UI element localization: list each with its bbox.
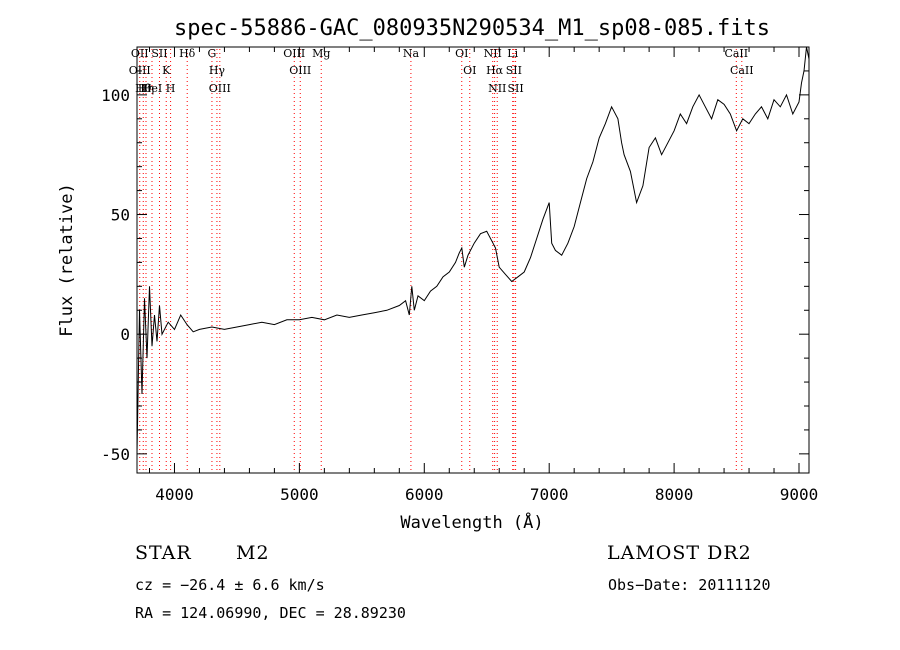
line-marker-label: Hγ: [209, 64, 226, 77]
redshift-velocity: cz = −26.4 ± 6.6 km/s: [135, 576, 325, 594]
y-tick-label: -50: [101, 445, 130, 464]
line-marker-label: K: [162, 64, 171, 77]
line-marker-label: OIII: [289, 64, 311, 77]
line-marker-label: Hδ: [179, 47, 196, 60]
line-marker-label: OII: [131, 47, 149, 60]
object-class: STAR: [135, 542, 192, 564]
x-tick-label: 4000: [155, 485, 194, 504]
chart-title: spec-55886-GAC_080935N290534_M1_sp08-085…: [174, 16, 770, 41]
x-axis-ticks: 4000 5000 6000 7000 8000 9000: [148, 47, 819, 504]
y-axis-ticks: -50 0 50 100: [101, 70, 809, 464]
x-axis-label: Wavelength (Å): [400, 511, 543, 533]
line-marker-label: SII: [506, 64, 522, 77]
line-marker-label: NII: [484, 47, 502, 60]
x-tick-label: 6000: [405, 485, 444, 504]
line-marker-label: CaII: [724, 47, 748, 60]
object-subclass: M2: [236, 542, 270, 564]
line-marker-label: H: [166, 82, 176, 95]
line-marker-label: OIII: [209, 82, 231, 95]
line-marker-label: G: [208, 47, 217, 60]
line-marker-label: Hη: [138, 82, 154, 95]
line-marker-label: OI: [455, 47, 468, 60]
y-axis-label: Flux (relative): [57, 183, 77, 337]
y-tick-label: 0: [120, 325, 130, 344]
x-tick-label: 8000: [655, 485, 694, 504]
line-marker-label: NII: [488, 82, 506, 95]
line-markers: [139, 49, 743, 473]
y-tick-label: 50: [111, 206, 130, 225]
x-tick-label: 5000: [280, 485, 319, 504]
line-marker-label: SII: [151, 47, 167, 60]
line-marker-label: SII: [507, 82, 523, 95]
x-tick-label: 9000: [780, 485, 819, 504]
line-marker-label: HeI: [142, 82, 162, 95]
coordinates: RA = 124.06990, DEC = 28.89230: [135, 604, 406, 622]
line-marker-label: Hα: [486, 64, 504, 77]
line-marker-label: Na: [403, 47, 420, 60]
line-marker-label: OIII: [283, 47, 305, 60]
survey-name: LAMOST DR2: [607, 542, 752, 564]
observation-date: Obs−Date: 20111120: [608, 576, 771, 594]
line-marker-label: Mg: [312, 47, 330, 60]
x-tick-label: 7000: [530, 485, 569, 504]
spectrum-chart: spec-55886-GAC_080935N290534_M1_sp08-085…: [57, 16, 819, 533]
line-marker-label: Hθ: [135, 82, 152, 95]
line-marker-label: OI: [463, 64, 476, 77]
y-tick-label: 100: [101, 86, 130, 105]
line-marker-label: Li: [507, 47, 518, 60]
line-marker-label: CaII: [730, 64, 754, 77]
spectrum-line: [136, 46, 810, 454]
plot-frame: [136, 46, 810, 474]
